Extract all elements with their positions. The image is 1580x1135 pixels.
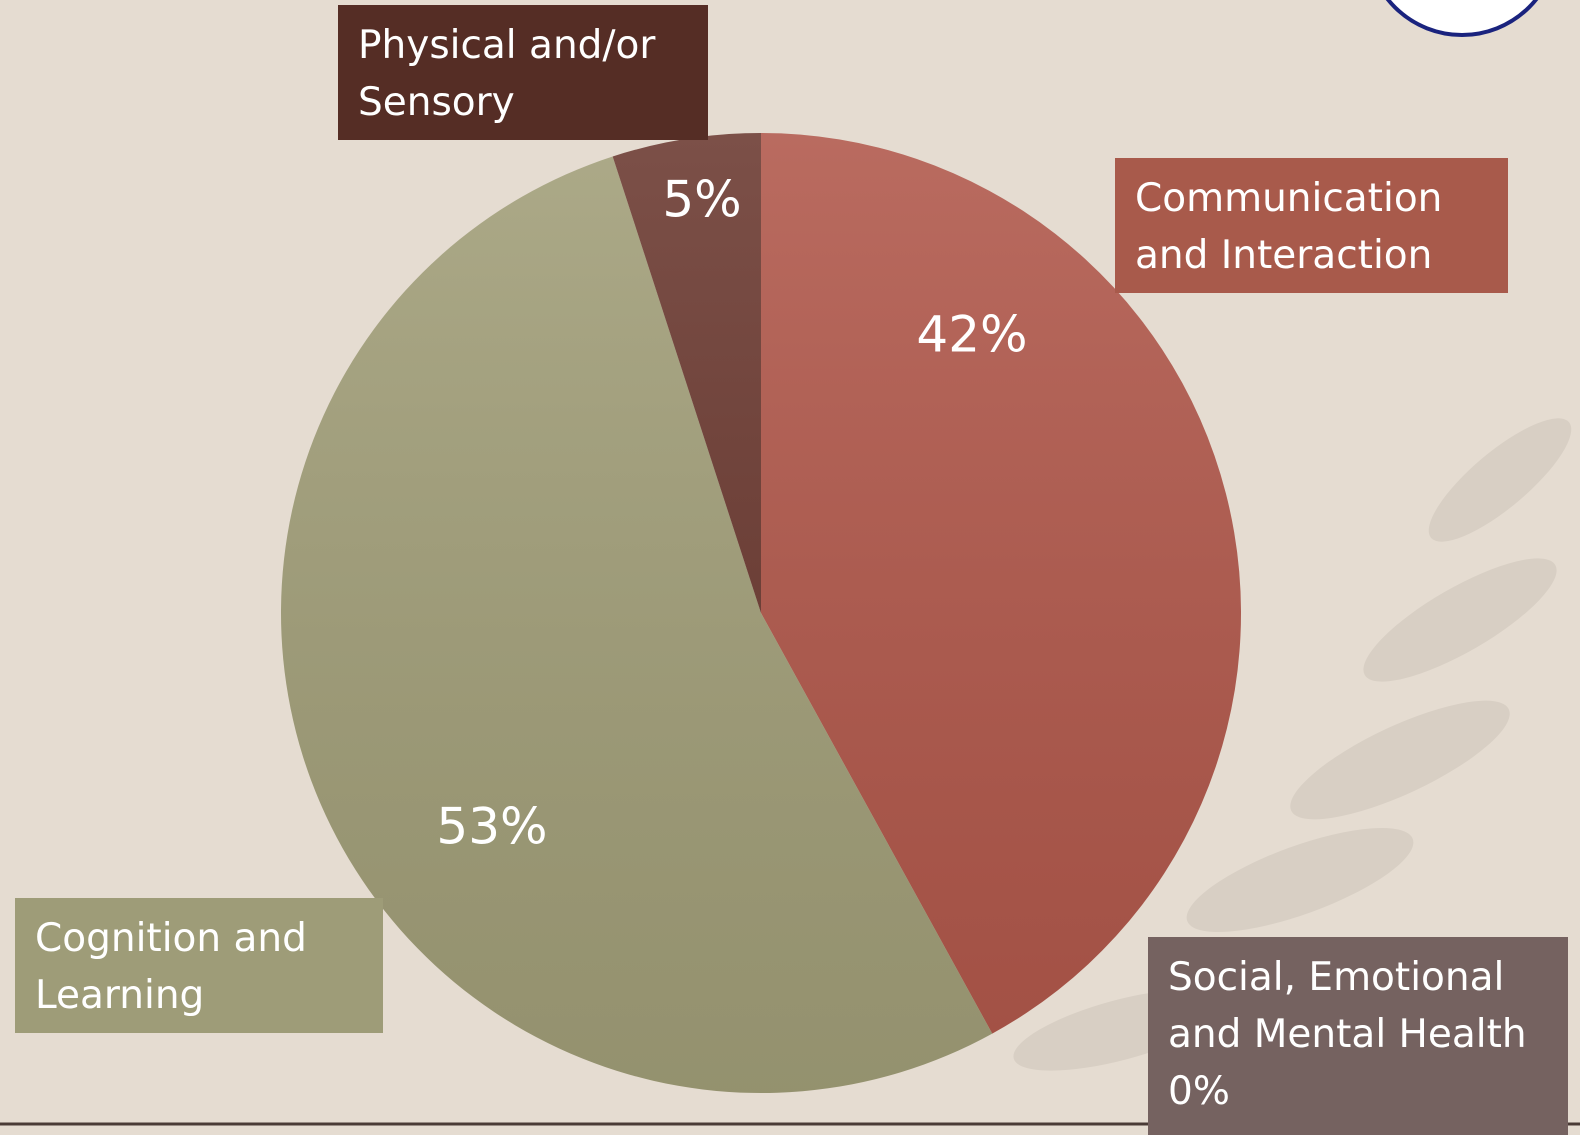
pie: 42% 53% 5% [281, 133, 1241, 1093]
category-label: Communication and Interaction [1135, 176, 1443, 278]
pie-shading [281, 133, 1241, 1093]
value-label: 0% [1168, 1069, 1230, 1114]
category-label: Physical and/or Sensory [358, 23, 656, 125]
category-label-box: Communication and Interaction [1115, 158, 1508, 293]
category-label-box: Cognition and Learning [15, 898, 383, 1033]
logo [1385, 0, 1539, 37]
value-label: 5% [662, 171, 741, 229]
category-label: Social, Emotional and Mental Health [1168, 955, 1527, 1057]
category-label-box: Social, Emotional and Mental Health 0% [1148, 937, 1568, 1135]
category-label: Cognition and Learning [35, 916, 307, 1018]
value-label: 53% [436, 798, 547, 856]
value-label: 42% [916, 306, 1027, 364]
category-label-box: Physical and/or Sensory [338, 5, 708, 140]
